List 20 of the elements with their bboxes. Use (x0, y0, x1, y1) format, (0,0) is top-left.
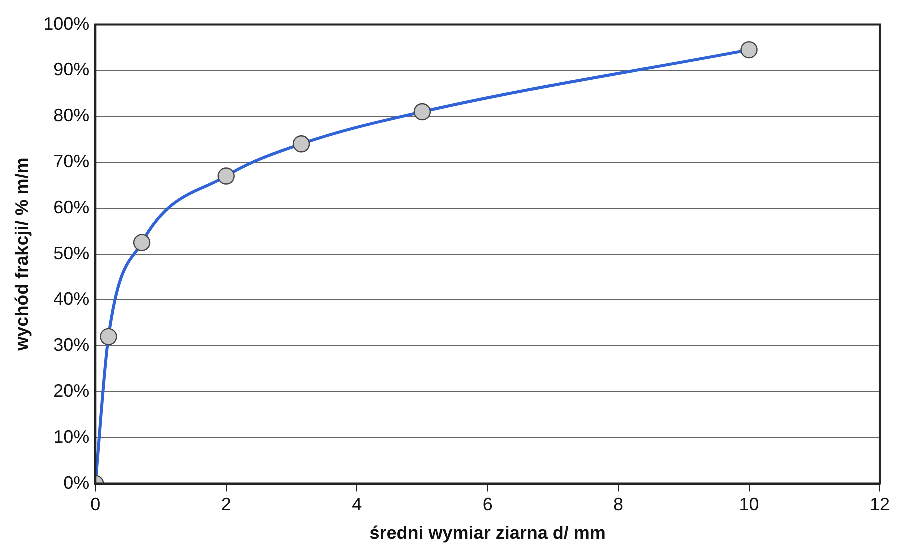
x-tick-label: 0 (90, 494, 101, 515)
y-tick-label: 30% (54, 335, 90, 356)
x-tick-label: 10 (739, 494, 760, 515)
y-tick-label: 20% (54, 380, 90, 401)
x-tick-label: 12 (870, 494, 890, 515)
y-tick-label: 80% (54, 106, 90, 126)
x-tick-label: 8 (614, 494, 624, 515)
x-tick-label: 6 (482, 494, 493, 515)
y-tick-label: 60% (54, 197, 90, 218)
y-tick-label: 40% (54, 289, 90, 310)
y-tick-label: 70% (54, 151, 90, 172)
y-tick-label: 50% (54, 243, 90, 264)
y-tick-label: 10% (54, 426, 90, 447)
x-axis-title: średni wymiar ziarna d/ mm (370, 523, 606, 544)
y-tick-label: 0% (64, 472, 90, 493)
y-tick-label: 100% (44, 14, 90, 34)
y-tick-label: 90% (54, 60, 90, 80)
x-tick-label: 2 (221, 494, 232, 515)
y-axis-title: wychód frakcji/ % m/m (12, 158, 32, 352)
x-tick-label: 4 (352, 494, 362, 515)
